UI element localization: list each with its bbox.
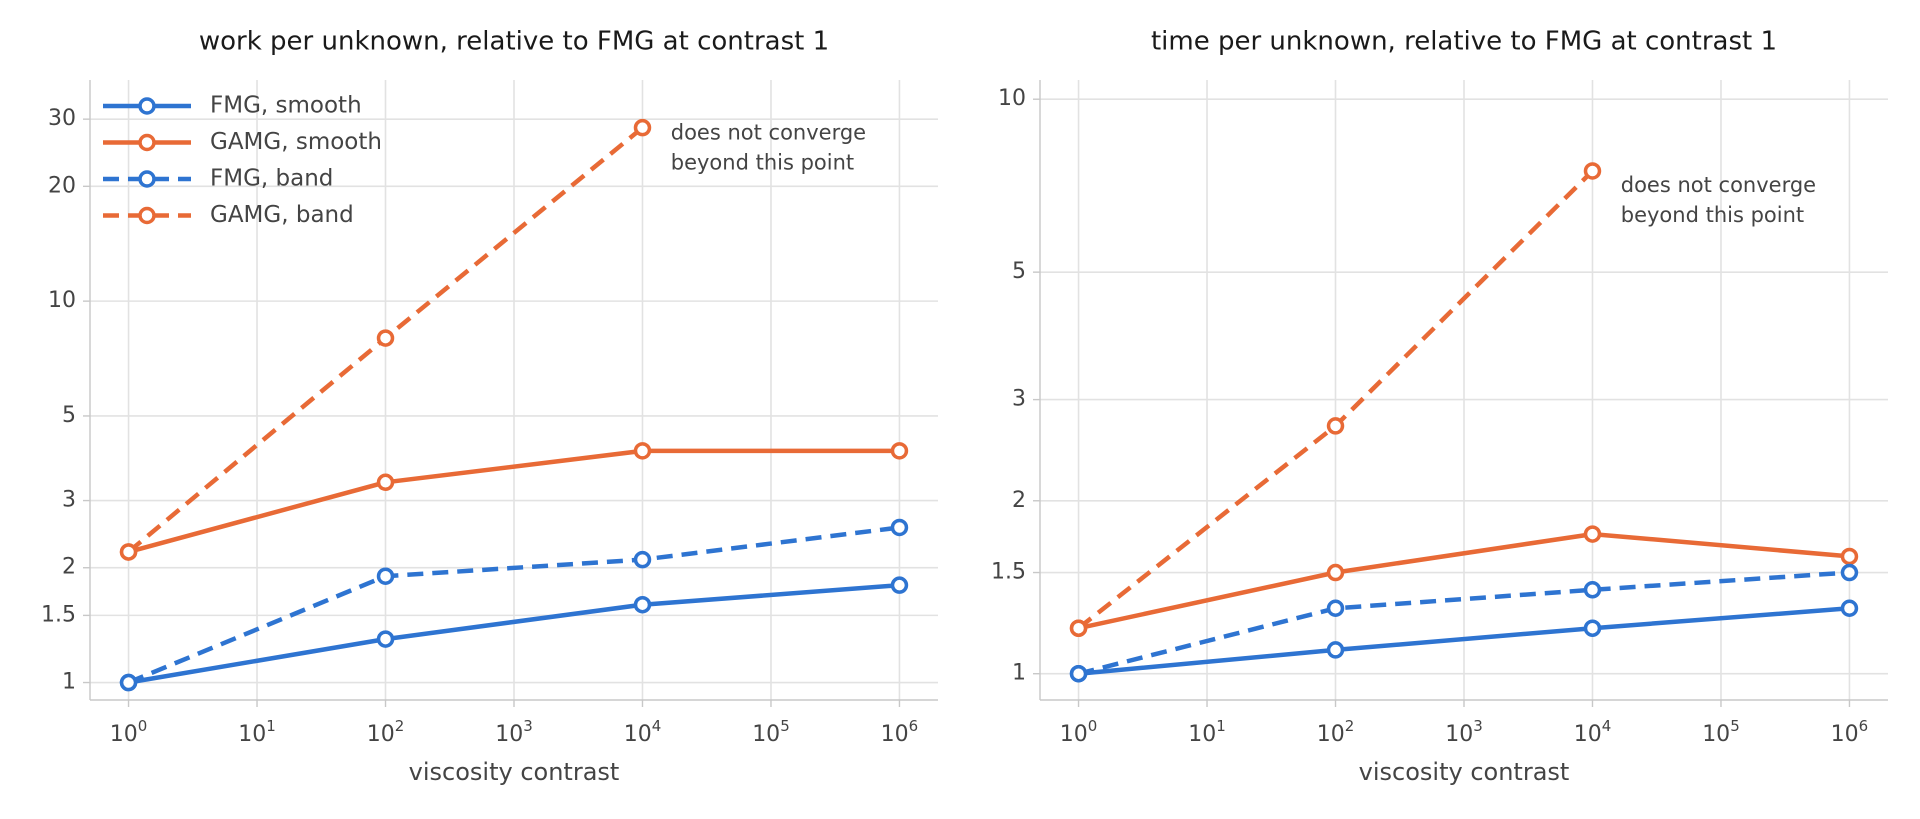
data-point-fmg-smooth: [376, 630, 395, 648]
time-per-unknown-chart: time per unknown, relative to FMG at con…: [991, 27, 1888, 786]
legend-label-gamg-smooth: GAMG, smooth: [210, 129, 382, 155]
annotation-line: does not converge: [671, 121, 866, 145]
data-point-fmg-band: [376, 567, 395, 585]
data-point-fmg-smooth: [633, 595, 652, 614]
y-tick-label: 2: [62, 555, 76, 580]
data-point-series-2: [1069, 664, 1088, 683]
data-point-gamg-band: [633, 118, 652, 137]
y-tick-label: 3: [1012, 387, 1026, 412]
data-point-series-3: [1326, 417, 1345, 435]
series-series-0: [1069, 599, 1859, 683]
x-tick-label: 103: [495, 717, 533, 747]
series-line-fmg-smooth: [128, 582, 900, 685]
data-point-series-1: [1326, 563, 1345, 582]
data-point-fmg-band: [890, 518, 909, 537]
y-tick-label: 10: [998, 86, 1026, 111]
x-tick-label: 100: [1060, 717, 1098, 747]
x-axis-label: viscosity contrast: [409, 758, 620, 786]
y-tick-label: 1.5: [991, 560, 1026, 585]
x-tick-label: 100: [110, 717, 148, 747]
y-tick-label: 5: [1012, 259, 1026, 284]
data-point-gamg-band: [376, 329, 395, 347]
x-axis-label: viscosity contrast: [1359, 758, 1570, 786]
y-tick-label: 5: [62, 403, 76, 428]
series-series-3: [1069, 162, 1602, 637]
data-point-gamg-smooth: [633, 442, 652, 460]
data-point-gamg-band: [119, 543, 138, 561]
data-point-series-1: [1840, 547, 1859, 566]
series-line-fmg-band: [127, 525, 900, 685]
x-tick-label: 101: [238, 717, 276, 747]
x-tick-label: 104: [1574, 717, 1612, 747]
legend-label-fmg-smooth: FMG, smooth: [210, 93, 362, 119]
y-tick-label: 1: [62, 670, 76, 695]
data-point-gamg-smooth: [376, 473, 395, 492]
series-line-series-0: [1078, 606, 1850, 676]
annotation-line: beyond this point: [671, 151, 854, 175]
annotation-line: does not converge: [1621, 173, 1816, 197]
y-tick-label: 30: [48, 106, 76, 131]
legend-label-fmg-band: FMG, band: [210, 166, 333, 192]
series-line-series-1: [1078, 531, 1850, 631]
series-series-2: [1069, 563, 1859, 683]
legend-marker-fmg-band: [138, 170, 156, 188]
y-tick-label: 20: [48, 173, 76, 198]
legend-marker-gamg-smooth: [138, 133, 156, 152]
legend-marker-gamg-band: [138, 206, 156, 225]
series-fmg-band: [119, 518, 909, 692]
x-tick-label: 105: [1702, 717, 1740, 747]
chart-title: work per unknown, relative to FMG at con…: [199, 27, 829, 57]
x-tick-label: 102: [1317, 717, 1355, 747]
work-per-unknown-chart: work per unknown, relative to FMG at con…: [41, 27, 938, 786]
x-tick-label: 103: [1445, 717, 1483, 747]
data-point-series-1: [1583, 525, 1602, 543]
annotation: does not converge beyond this point: [671, 121, 866, 175]
x-tick-label: 101: [1188, 717, 1226, 747]
data-point-series-0: [1326, 641, 1345, 659]
x-tick-label: 106: [1831, 717, 1869, 747]
x-tick-label: 104: [624, 717, 662, 747]
annotation: does not converge beyond this point: [1621, 173, 1816, 227]
data-point-gamg-smooth: [890, 442, 909, 460]
legend-marker-fmg-smooth: [138, 97, 156, 115]
series-line-series-2: [1077, 570, 1850, 676]
legend-label-gamg-band: GAMG, band: [210, 202, 354, 228]
legend: FMG, smooth GAMG, smooth FMG, band GAMG, ba…: [103, 93, 382, 228]
data-point-series-0: [1840, 599, 1859, 618]
data-point-fmg-smooth: [890, 576, 909, 594]
x-tick-label: 102: [367, 717, 405, 747]
y-tick-label: 3: [62, 488, 76, 513]
data-point-series-3: [1069, 619, 1088, 637]
y-tick-label: 1: [1012, 661, 1026, 686]
data-point-series-2: [1583, 581, 1602, 599]
annotation-line: beyond this point: [1621, 203, 1804, 227]
y-tick-label: 1.5: [41, 602, 76, 627]
x-tick-label: 106: [881, 717, 919, 747]
x-tick-label: 105: [752, 717, 790, 747]
series-gamg-band: [119, 118, 652, 561]
data-point-series-3: [1583, 162, 1602, 180]
data-point-series-2: [1326, 599, 1345, 618]
series-line-gamg-smooth: [127, 448, 900, 555]
chart-title: time per unknown, relative to FMG at con…: [1151, 27, 1777, 57]
data-point-fmg-band: [119, 673, 138, 692]
y-tick-label: 2: [1012, 488, 1026, 513]
data-point-fmg-band: [633, 550, 652, 569]
data-point-series-0: [1583, 619, 1602, 637]
y-tick-label: 10: [48, 288, 76, 313]
data-point-series-2: [1840, 563, 1859, 582]
